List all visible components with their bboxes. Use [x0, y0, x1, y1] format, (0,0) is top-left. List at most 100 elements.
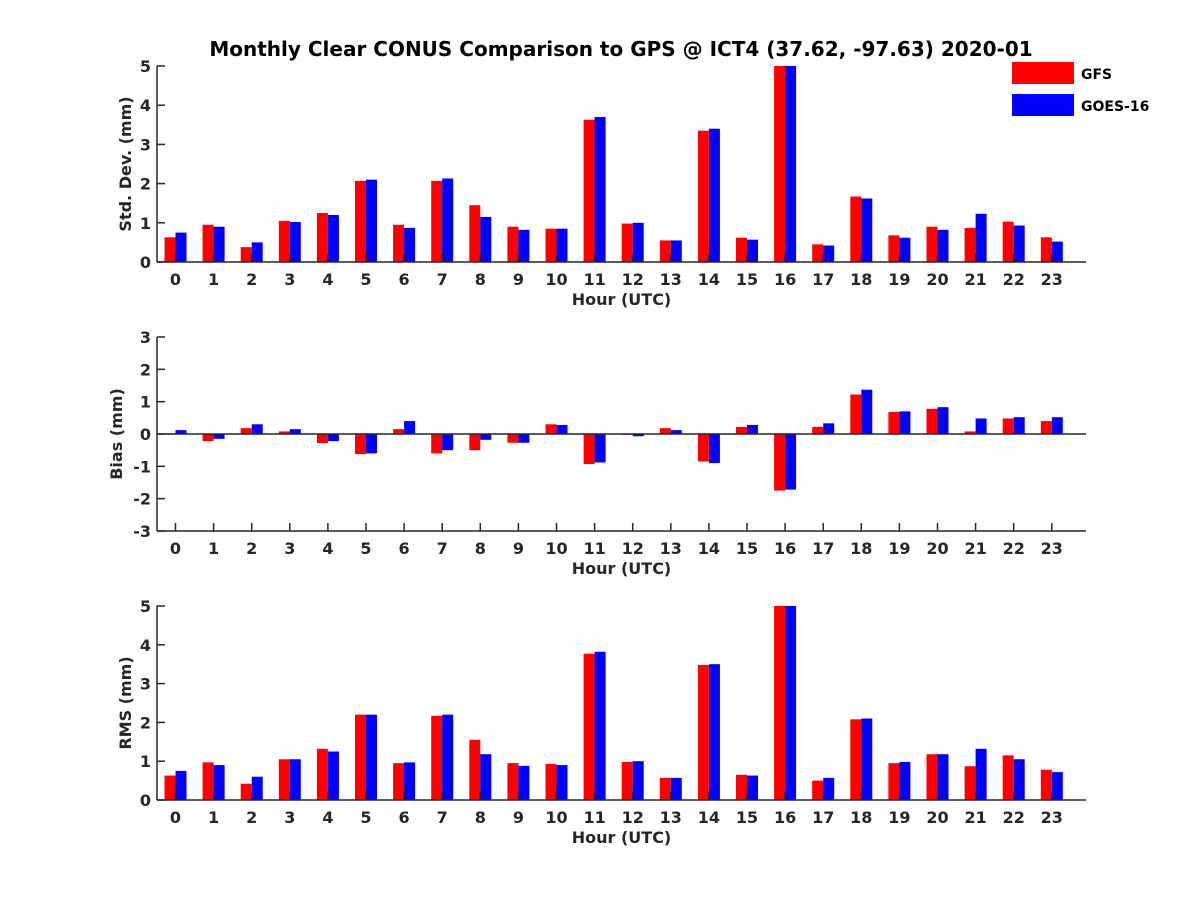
std-dev-bar-goes16-10: [556, 228, 568, 262]
std-dev-bar-gfs-22: [1002, 221, 1014, 262]
rms-x-tick-label: 19: [888, 808, 910, 827]
rms-bar-gfs-15: [736, 774, 747, 800]
std-dev-bar-goes16-23: [1051, 241, 1063, 262]
rms-y-tick-label: 4: [140, 636, 151, 655]
std-dev-x-tick-label: 3: [284, 270, 295, 289]
bias-bar-gfs-6: [393, 429, 405, 434]
rms-bar-goes16-22: [1013, 759, 1025, 800]
std-dev-bar-gfs-3: [278, 220, 290, 262]
bias-x-tick-label: 8: [475, 539, 486, 558]
std-dev-bar-gfs-19: [888, 235, 900, 262]
bias-bar-gfs-9: [507, 434, 519, 443]
bias-bar-gfs-2: [240, 428, 252, 434]
rms-bar-gfs-16: [774, 606, 786, 800]
legend-swatch-goes16: [1012, 94, 1074, 116]
std-dev-bar-goes16-5: [366, 179, 377, 262]
rms-x-tick-label: 15: [736, 808, 758, 827]
rms-x-tick-label: 14: [698, 808, 720, 827]
bias-bar-gfs-23: [1040, 421, 1052, 434]
bias-bar-gfs-18: [850, 394, 862, 434]
rms-x-tick-label: 20: [926, 808, 948, 827]
std-dev-bar-gfs-15: [736, 237, 747, 262]
bias-bar-gfs-10: [545, 424, 557, 434]
std-dev-bar-gfs-13: [659, 240, 671, 262]
rms-y-axis-label: RMS (mm): [116, 656, 135, 749]
bias-x-tick-label: 23: [1041, 539, 1063, 558]
bias-x-tick-label: 12: [622, 539, 644, 558]
std-dev-bar-gfs-6: [393, 224, 405, 262]
rms-bar-gfs-6: [393, 763, 405, 800]
rms-bar-gfs-17: [812, 780, 824, 800]
rms-x-tick-label: 9: [513, 808, 524, 827]
rms-bar-goes16-4: [327, 751, 339, 800]
rms-bar-gfs-13: [659, 777, 671, 800]
std-dev-bar-gfs-4: [316, 213, 328, 262]
rms-x-tick-label: 21: [964, 808, 986, 827]
bias-bar-goes16-21: [975, 418, 987, 434]
rms-bar-goes16-15: [747, 775, 758, 800]
std-dev-x-tick-label: 5: [360, 270, 371, 289]
rms-bar-gfs-1: [202, 762, 214, 800]
bias-x-tick-label: 6: [399, 539, 410, 558]
bias-bar-goes16-19: [899, 411, 911, 434]
std-dev-x-tick-label: 16: [774, 270, 796, 289]
std-dev-y-tick-label: 5: [140, 57, 151, 76]
rms-y-tick-label: 0: [140, 791, 151, 810]
rms-bar-gfs-11: [583, 653, 595, 800]
bias-y-tick-label: -3: [133, 522, 151, 541]
bias-x-tick-label: 7: [437, 539, 448, 558]
rms-bar-gfs-23: [1040, 769, 1052, 800]
bias-x-tick-label: 2: [246, 539, 257, 558]
bias-bar-goes16-4: [327, 434, 339, 442]
rms-y-tick-label: 5: [140, 597, 151, 616]
std-dev-bar-gfs-0: [164, 237, 176, 262]
bias-x-tick-label: 18: [850, 539, 872, 558]
rms-bar-goes16-12: [632, 761, 644, 800]
std-dev-x-tick-label: 14: [698, 270, 720, 289]
bias-bar-goes16-12: [632, 434, 644, 437]
rms-bar-gfs-12: [621, 761, 633, 800]
rms-bar-goes16-20: [937, 754, 949, 800]
rms-x-tick-label: 18: [850, 808, 872, 827]
rms-bar-goes16-1: [213, 765, 225, 800]
bias-x-axis-label: Hour (UTC): [572, 559, 672, 578]
rms-bar-gfs-21: [964, 766, 976, 800]
bias-y-axis-label: Bias (mm): [107, 388, 126, 480]
bias-bar-goes16-9: [518, 434, 530, 443]
rms-bar-gfs-14: [697, 664, 709, 800]
std-dev-y-tick-label: 3: [140, 135, 151, 154]
bias-bar-goes16-17: [823, 423, 835, 434]
rms-x-tick-label: 11: [583, 808, 605, 827]
std-dev-bar-gfs-11: [583, 119, 595, 262]
bias-bar-gfs-4: [316, 434, 328, 444]
bias-x-tick-label: 0: [170, 539, 181, 558]
bias-bar-gfs-5: [355, 434, 366, 455]
rms-bar-goes16-6: [404, 762, 416, 800]
std-dev-bar-goes16-14: [708, 128, 720, 262]
bias-bar-goes16-20: [937, 407, 949, 434]
rms-bar-goes16-13: [670, 777, 682, 800]
std-dev-bar-gfs-10: [545, 228, 557, 262]
std-dev-bar-gfs-18: [850, 196, 862, 262]
bias-bar-gfs-20: [926, 408, 938, 434]
bias-bar-goes16-8: [480, 434, 492, 440]
rms-bar-goes16-14: [708, 664, 720, 800]
std-dev-bar-goes16-17: [823, 245, 835, 262]
std-dev-y-tick-label: 1: [140, 214, 151, 233]
std-dev-bar-gfs-1: [202, 224, 214, 262]
rms-y-tick-label: 2: [140, 713, 151, 732]
std-dev-bar-gfs-21: [964, 227, 976, 262]
figure-title: Monthly Clear CONUS Comparison to GPS @ …: [209, 37, 1032, 61]
rms-bar-gfs-9: [507, 763, 519, 800]
rms-bar-goes16-0: [175, 770, 187, 800]
bias-x-tick-label: 20: [926, 539, 948, 558]
bias-x-tick-label: 21: [964, 539, 986, 558]
std-dev-bar-gfs-17: [812, 244, 824, 262]
std-dev-x-tick-label: 23: [1041, 270, 1063, 289]
bias-bar-gfs-8: [469, 434, 481, 451]
bias-bar-gfs-22: [1002, 418, 1014, 434]
bias-bar-gfs-7: [431, 434, 443, 454]
std-dev-bar-goes16-13: [670, 240, 682, 262]
